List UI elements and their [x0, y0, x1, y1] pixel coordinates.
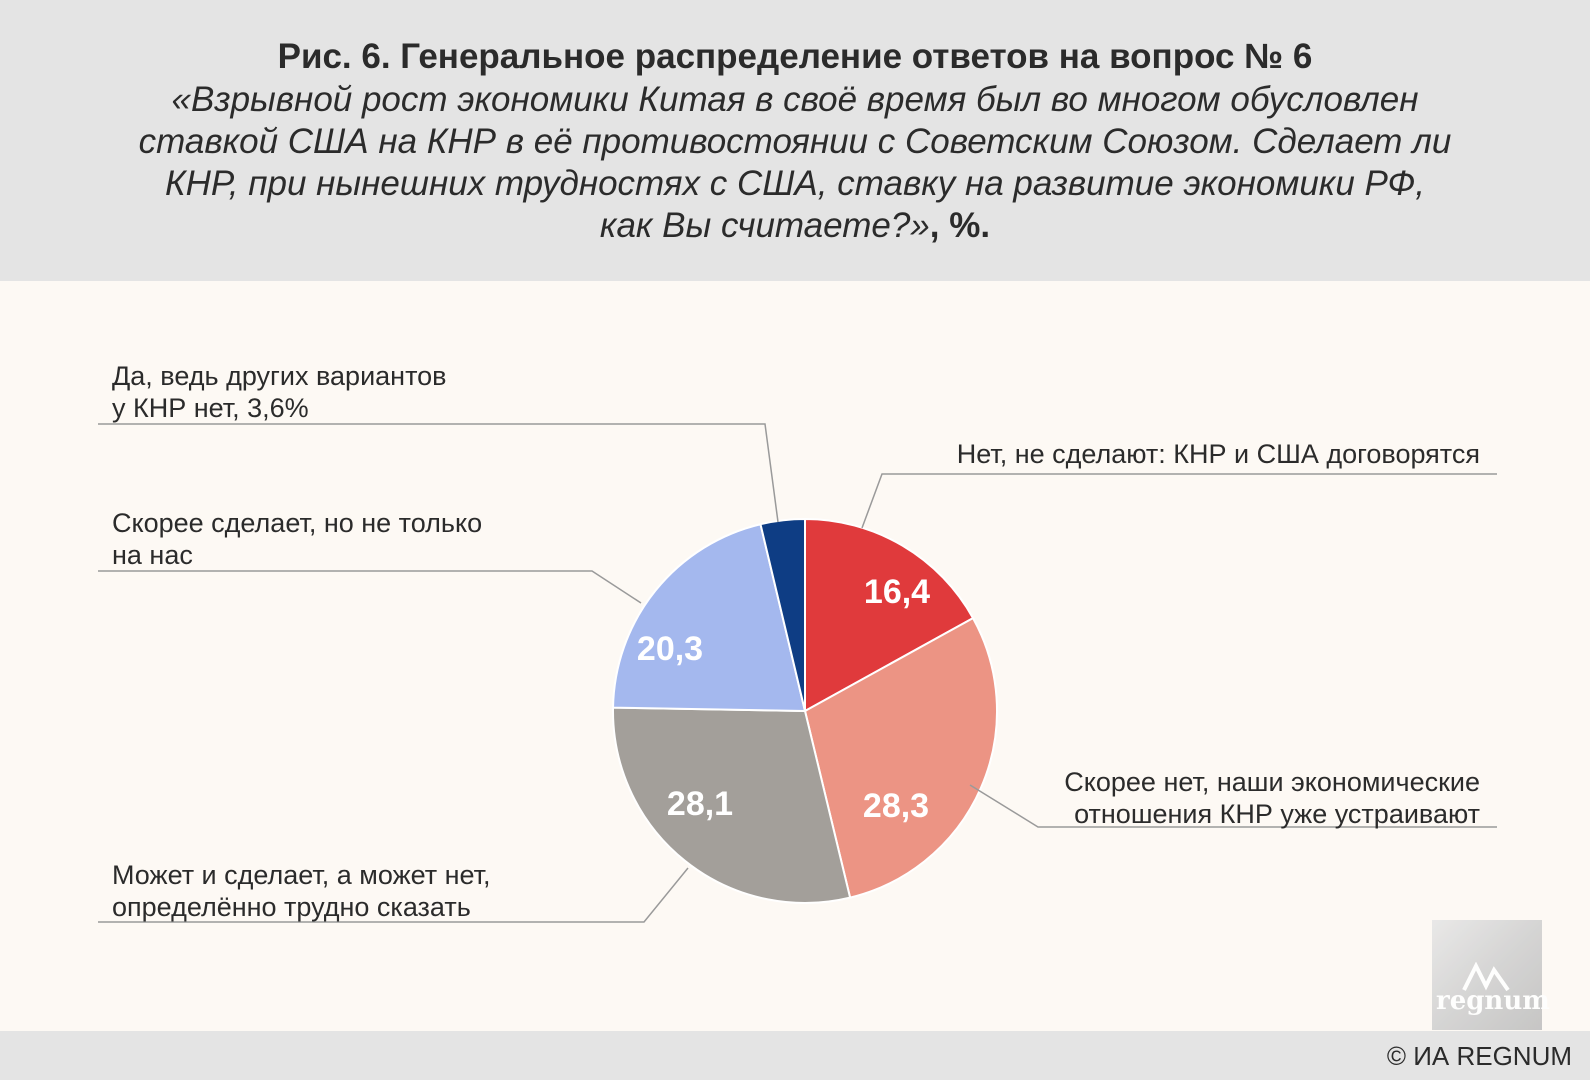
pie-chart: Нет, не сделают: КНР и США договорятся 16…: [98, 361, 1497, 923]
header: Рис. 6. Генеральное распределение ответо…: [0, 0, 1590, 281]
pie-slice: [759, 517, 806, 712]
chart-title: Рис. 6. Генеральное распределение ответо…: [277, 37, 1313, 76]
regnum-logo: regnum: [1432, 920, 1550, 1030]
slice-label: Скорее сделает, но не только на нас: [112, 508, 482, 570]
slice-label: Может и сделает, а может нет, определённо…: [112, 860, 491, 922]
subtitle-line: ставкой США на КНР в её противостоянии с…: [138, 122, 1452, 161]
chart-area: Нет, не сделают: КНР и США договорятся 16…: [0, 281, 1590, 1031]
leader-line: [861, 473, 1497, 529]
subtitle-line: КНР, при нынешних трудностях с США, став…: [165, 164, 1425, 203]
chart-subtitle: «Взрывной рост экономики Китая в своё вр…: [100, 79, 1490, 247]
copyright: © ИА REGNUM: [1386, 1041, 1572, 1071]
pie-slice: [803, 616, 998, 899]
leader-line: [98, 570, 642, 604]
leader-line: [98, 423, 779, 523]
subtitle-line: как Вы считаете?», %.: [100, 205, 1490, 247]
slice-value-label: 28,1: [667, 785, 733, 823]
subtitle-question-end: как Вы считаете?»: [599, 206, 930, 245]
pie-slice: [612, 706, 852, 905]
slice-value-label: 16,4: [864, 573, 930, 611]
slice-value-label: 28,3: [863, 787, 929, 825]
subtitle-unit: , %.: [929, 206, 991, 245]
slice-label: Нет, не сделают: КНР и США договорятся: [957, 439, 1480, 469]
leader-line: [98, 867, 689, 923]
footer: © ИА REGNUM: [0, 1031, 1590, 1080]
pie-slice: [804, 517, 975, 713]
slice-label: Скорее нет, наши экономические отношения …: [1064, 767, 1480, 829]
slice-value-label: 20,3: [637, 630, 703, 668]
leader-line: [969, 784, 1497, 828]
slice-label: Да, ведь других вариантов у КНР нет, 3,6%: [112, 361, 447, 423]
subtitle-line: «Взрывной рост экономики Китая в своё вр…: [171, 80, 1419, 119]
logo-text: regnum: [1436, 986, 1550, 1016]
regnum-logo-icon: [1462, 962, 1510, 992]
pie-slice: [612, 523, 807, 713]
